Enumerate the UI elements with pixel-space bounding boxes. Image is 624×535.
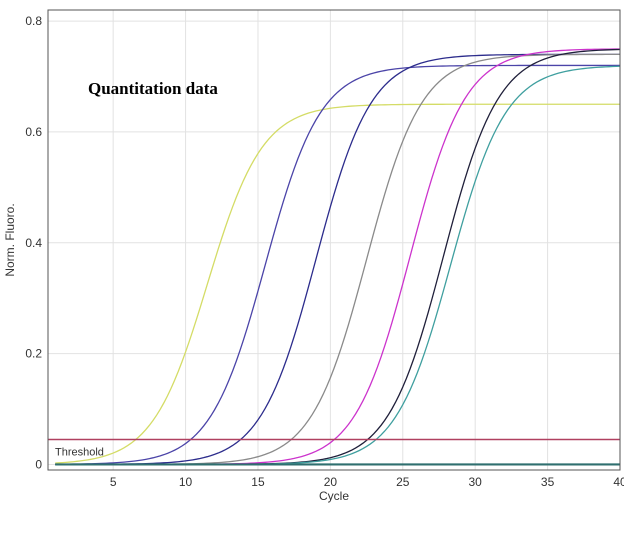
y-axis-title: Norm. Fluoro. [3, 203, 17, 276]
series-line[interactable] [55, 53, 620, 466]
series-group [55, 48, 621, 466]
series-line[interactable] [55, 64, 620, 465]
y-tick-label: 0.4 [25, 236, 42, 250]
y-tick-label: 0 [35, 457, 42, 471]
chart-title: Quantitation data [88, 79, 218, 98]
series-line[interactable] [55, 48, 621, 466]
x-tick-label: 25 [396, 475, 410, 489]
grid [48, 10, 621, 470]
x-tick-label: 40 [613, 475, 624, 489]
threshold-group: Threshold [48, 438, 620, 459]
x-axis-title: Cycle [319, 489, 349, 503]
x-tick-label: 10 [179, 475, 193, 489]
axes [47, 9, 621, 471]
series-line[interactable] [55, 65, 621, 466]
x-tick-label: 15 [251, 475, 265, 489]
series-line[interactable] [55, 53, 620, 466]
x-tick-label: 20 [324, 475, 338, 489]
series-line[interactable] [55, 103, 620, 464]
tick-labels: 5 10 15 20 25 30 35 40 0 0.2 0.4 0.6 0.8 [25, 14, 624, 489]
y-tick-label: 0.2 [25, 347, 42, 361]
plot-frame [47, 9, 621, 471]
x-tick-label: 35 [541, 475, 555, 489]
x-tick-label: 30 [469, 475, 483, 489]
y-tick-label: 0.6 [25, 125, 42, 139]
x-tick-label: 5 [110, 475, 117, 489]
series-line[interactable] [55, 48, 621, 466]
threshold-label: Threshold [55, 447, 104, 459]
y-tick-label: 0.8 [25, 14, 42, 28]
